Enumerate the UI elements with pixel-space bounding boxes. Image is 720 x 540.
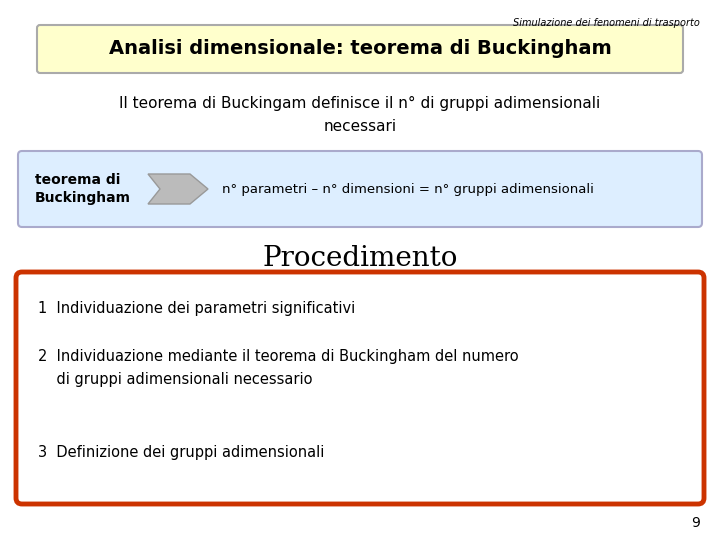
Text: Il teorema di Buckingam definisce il n° di gruppi adimensionali
necessari: Il teorema di Buckingam definisce il n° … (120, 96, 600, 134)
Text: Procedimento: Procedimento (262, 245, 458, 272)
Text: n° parametri – n° dimensioni = n° gruppi adimensionali: n° parametri – n° dimensioni = n° gruppi… (222, 183, 594, 195)
Polygon shape (148, 174, 208, 204)
FancyBboxPatch shape (18, 151, 702, 227)
Text: 1  Individuazione dei parametri significativi: 1 Individuazione dei parametri significa… (38, 300, 355, 315)
FancyBboxPatch shape (16, 272, 704, 504)
Text: teorema di
Buckingham: teorema di Buckingham (35, 173, 131, 205)
Text: Analisi dimensionale: teorema di Buckingham: Analisi dimensionale: teorema di Bucking… (109, 39, 611, 58)
Text: 3  Definizione dei gruppi adimensionali: 3 Definizione dei gruppi adimensionali (38, 444, 325, 460)
Text: Simulazione dei fenomeni di trasporto: Simulazione dei fenomeni di trasporto (513, 18, 700, 28)
FancyBboxPatch shape (37, 25, 683, 73)
Text: 9: 9 (691, 516, 700, 530)
Text: 2  Individuazione mediante il teorema di Buckingham del numero
    di gruppi adi: 2 Individuazione mediante il teorema di … (38, 349, 518, 387)
